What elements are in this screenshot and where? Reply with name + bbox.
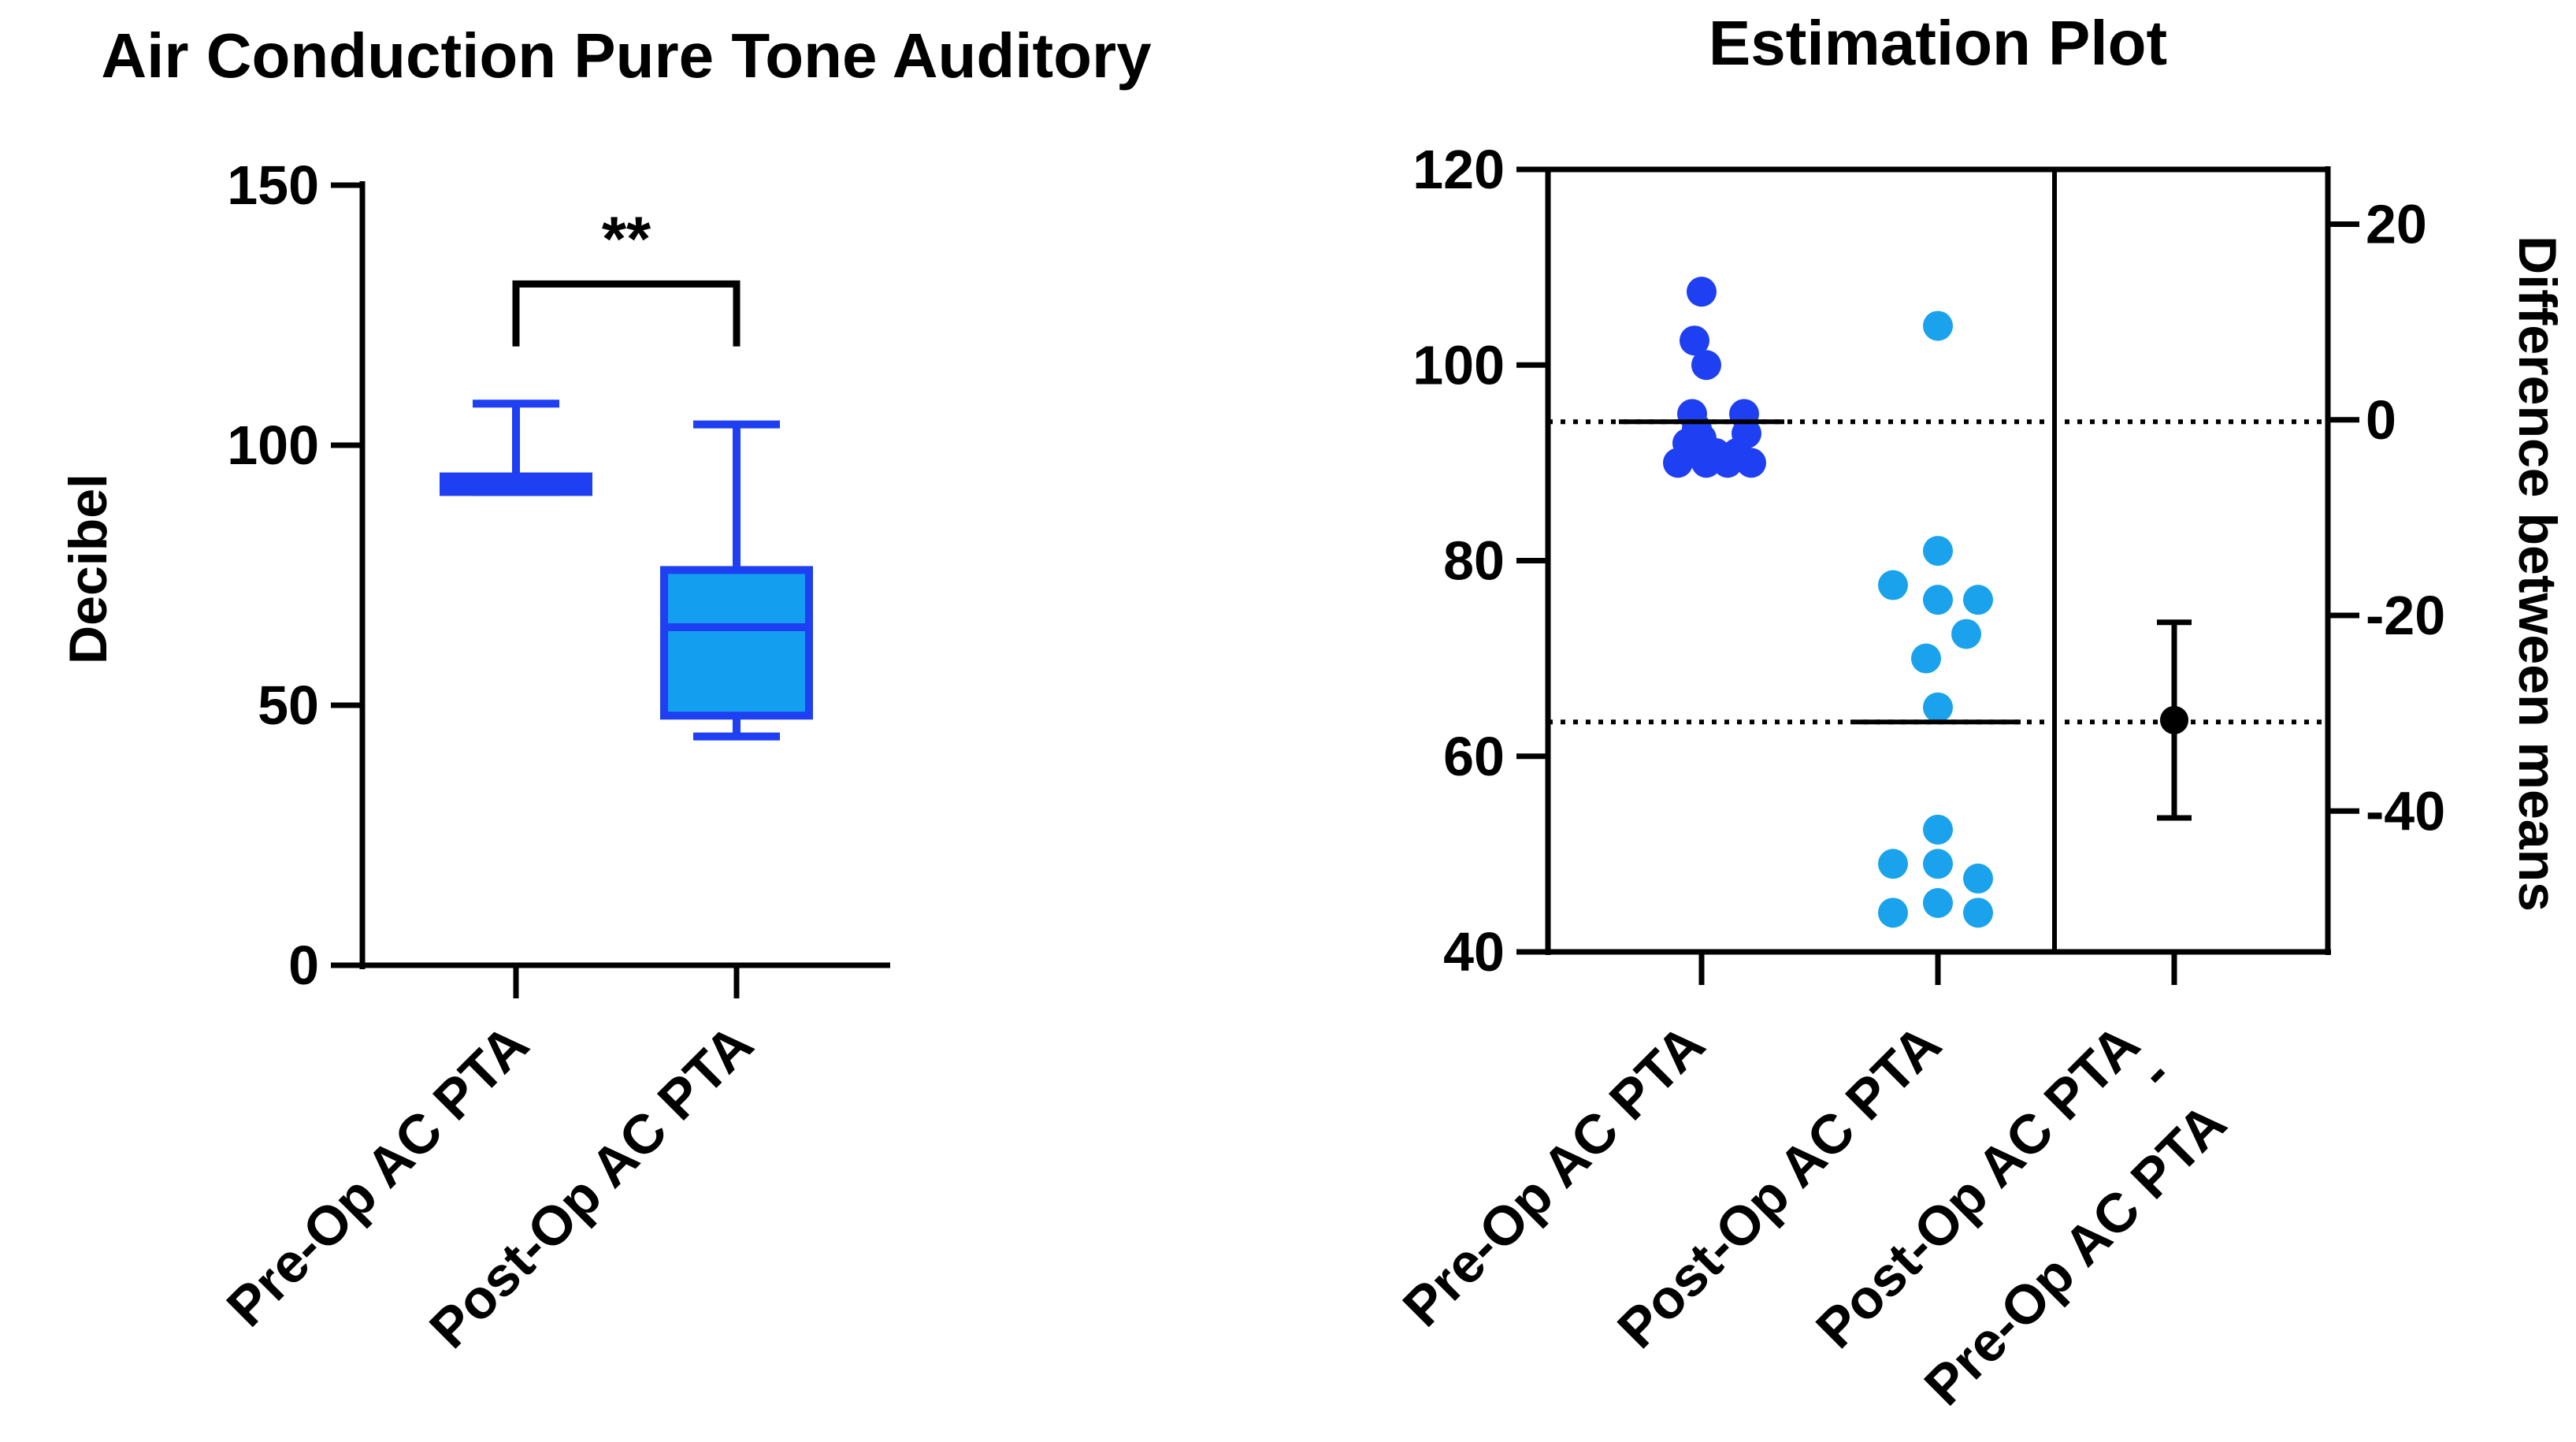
data-point (1911, 643, 1941, 674)
difference-estimate (2157, 619, 2192, 821)
right-y-tick-label: 20 (2366, 194, 2427, 255)
data-point (1677, 399, 1707, 429)
box-plot-chart: Air Conduction Pure Tone Auditory Decibe… (58, 20, 1152, 1360)
data-point (1923, 887, 1953, 918)
data-point (1736, 448, 1766, 478)
estimation-plot-left-y-ticks: 40 60 80 100 120 (1412, 139, 1548, 983)
data-point (1923, 814, 1953, 845)
right-y-tick-label: 0 (2366, 389, 2396, 451)
series-post-op (1855, 310, 2021, 928)
difference-mean-point (2160, 705, 2188, 734)
y-tick-label: 100 (227, 414, 319, 476)
box-plot-y-axis-label: Decibel (58, 474, 118, 664)
significance-bracket: ** (512, 203, 741, 347)
y-tick-label: 50 (258, 675, 319, 736)
data-point (1680, 325, 1709, 356)
estimation-plot-chart: Estimation Plot Difference between means… (1391, 8, 2567, 1417)
left-y-tick-label: 100 (1412, 334, 1505, 396)
box-post-op (660, 420, 813, 741)
significance-bracket-line (512, 280, 741, 347)
estimation-x-label-diff-line2: Pre-Op AC PTA (1913, 1091, 2238, 1417)
data-point (1923, 692, 1953, 723)
estimation-plot-points (1619, 277, 2021, 928)
iqr-box (660, 566, 813, 720)
data-point (1729, 399, 1759, 429)
data-point (1691, 350, 1721, 381)
data-point (1878, 570, 1908, 600)
data-point (1963, 898, 1993, 928)
left-y-tick-label: 120 (1412, 139, 1505, 200)
box-plot-title: Air Conduction Pure Tone Auditory (101, 20, 1152, 91)
left-y-tick-label: 60 (1443, 726, 1505, 787)
series-pre-op (1619, 277, 1784, 478)
right-y-tick-label: -20 (2366, 585, 2445, 646)
right-y-tick-label: -40 (2366, 780, 2445, 842)
data-point (1878, 898, 1908, 928)
significance-label: ** (602, 203, 651, 273)
estimation-plot-right-axis-label: Difference between means (2507, 236, 2567, 912)
left-y-tick-label: 40 (1443, 921, 1505, 983)
data-point (1923, 536, 1953, 567)
box-plot-y-ticks: 0 50 100 150 (227, 154, 362, 996)
data-point (1923, 585, 1953, 615)
y-tick-label: 0 (288, 935, 319, 996)
box-plot-boxes (440, 400, 813, 741)
box-plot-axes (359, 181, 890, 998)
y-tick-label: 150 (227, 154, 319, 216)
data-point (1923, 310, 1953, 341)
data-point (1951, 619, 1981, 649)
data-point (1923, 849, 1953, 879)
estimation-plot-title: Estimation Plot (1709, 8, 2167, 78)
estimation-plot-right-y-ticks: -40 -20 0 20 (2328, 194, 2445, 842)
data-point (1963, 863, 1993, 894)
data-point (1878, 849, 1908, 879)
left-y-tick-label: 80 (1443, 530, 1505, 592)
data-point (1963, 585, 1993, 615)
data-point (1687, 277, 1717, 307)
box-pre-op (440, 400, 592, 496)
